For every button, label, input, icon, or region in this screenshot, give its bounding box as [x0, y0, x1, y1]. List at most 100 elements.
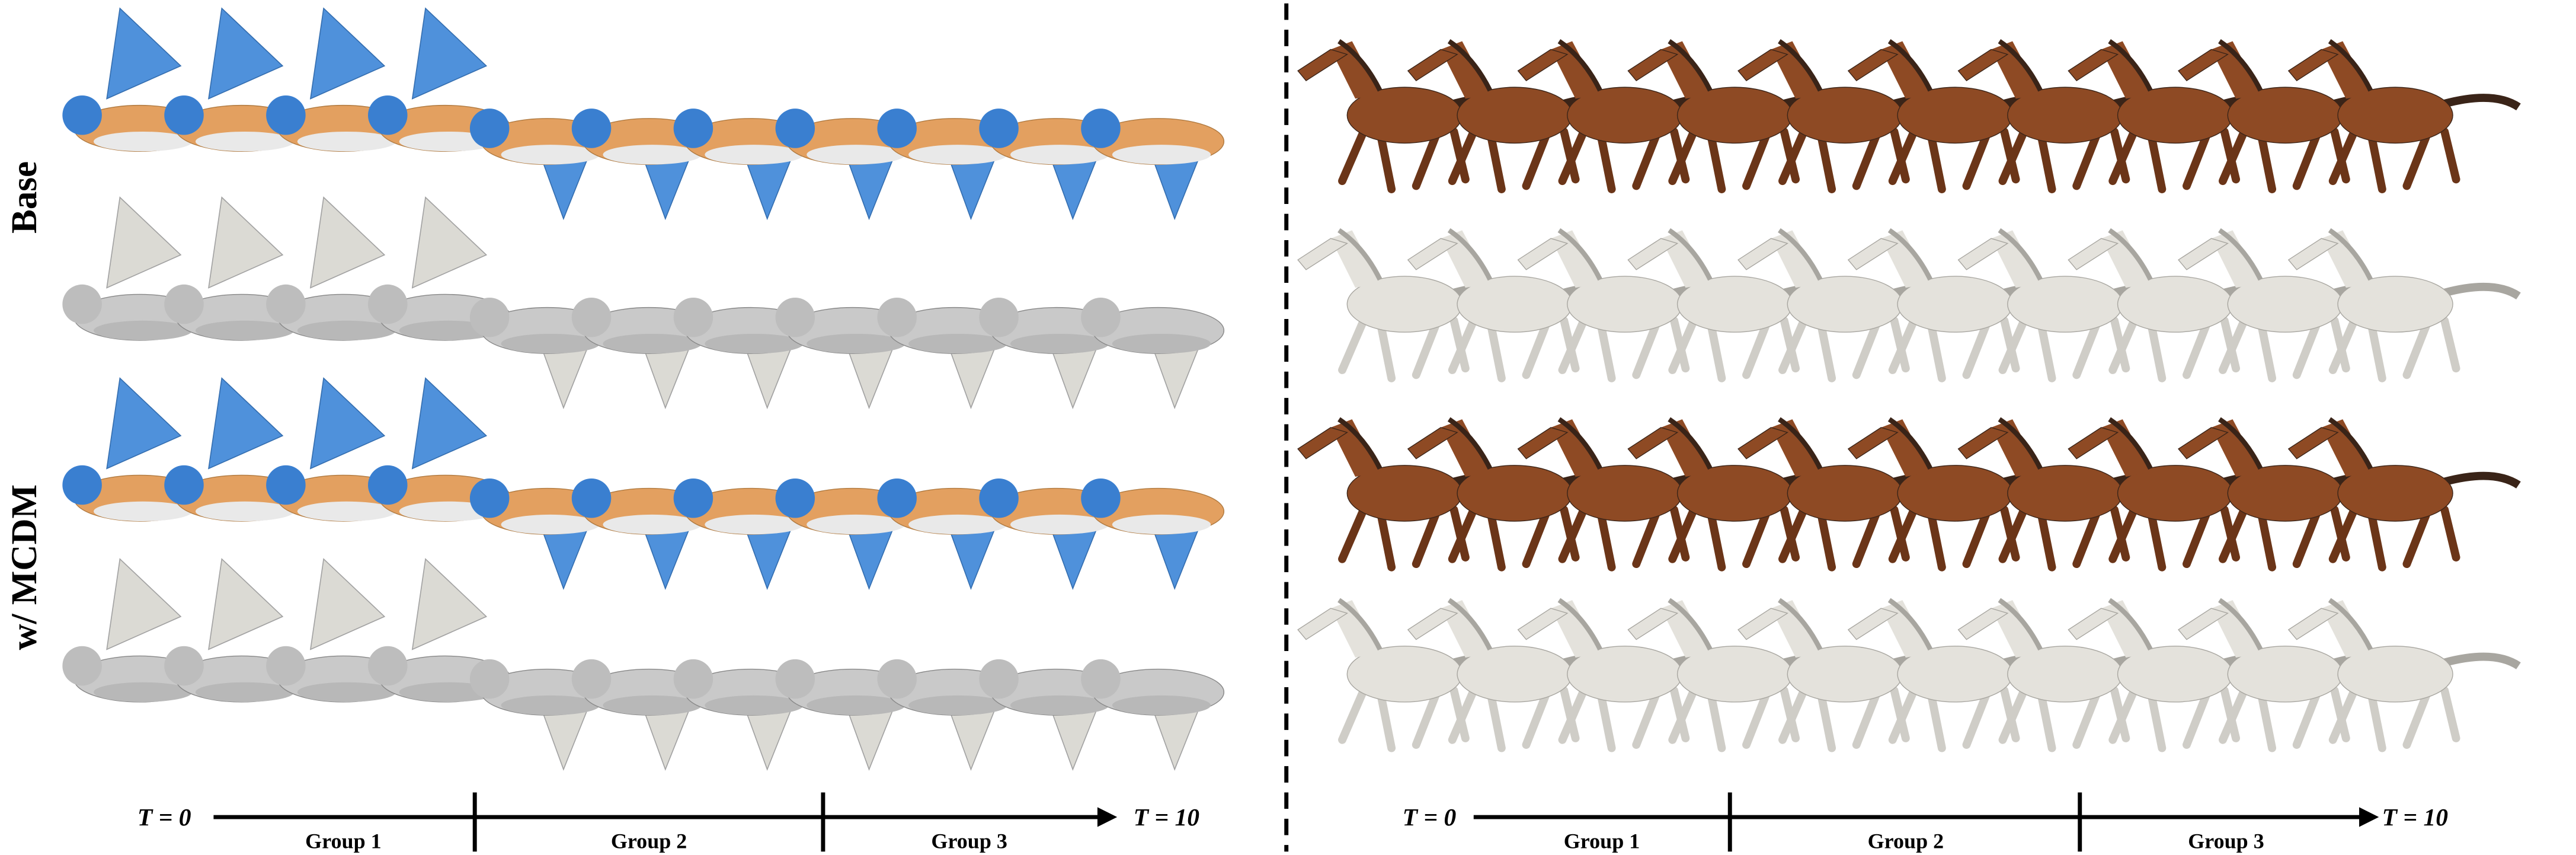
- horse-mane: [2328, 39, 2373, 92]
- horse-neck: [2211, 230, 2261, 288]
- horse-head: [1627, 427, 1679, 460]
- bird-head: [775, 478, 815, 518]
- bird-head: [62, 284, 102, 324]
- horse-head: [1297, 238, 1348, 270]
- horse-head: [1847, 608, 1899, 640]
- horse-leg: [1778, 505, 1808, 563]
- bird: [469, 109, 613, 221]
- horse-neck: [1441, 600, 1490, 658]
- horse-mane: [2108, 39, 2153, 92]
- bird-belly: [807, 695, 905, 716]
- bird-head: [1081, 478, 1121, 518]
- horse-leg: [1668, 505, 1698, 563]
- horse-leg: [1632, 505, 1662, 569]
- horse-mane: [1557, 417, 1602, 470]
- arrow-head: [2359, 807, 2379, 827]
- bird: [266, 196, 410, 341]
- horse-mane: [2218, 228, 2263, 281]
- bird-head: [571, 659, 612, 699]
- bird-head: [673, 659, 713, 699]
- horse-leg: [1888, 127, 1918, 186]
- horse-mane: [2218, 417, 2263, 470]
- horse-leg: [1962, 127, 1992, 190]
- horse-mane: [1778, 228, 1823, 281]
- horse-neck: [2101, 419, 2151, 477]
- bird-belly: [94, 131, 193, 152]
- horse-leg: [1888, 316, 1918, 374]
- horse-head: [2287, 608, 2339, 640]
- horse-leg: [1338, 505, 1368, 563]
- bird-head: [1081, 297, 1121, 337]
- horse-leg: [2440, 316, 2460, 373]
- bird: [62, 196, 206, 341]
- horse-mane: [1887, 39, 1933, 92]
- horse-head: [1517, 49, 1569, 81]
- bird-head: [62, 465, 102, 505]
- horse-leg: [1742, 505, 1772, 569]
- bird-head: [877, 659, 917, 699]
- horse-mane: [2328, 598, 2373, 651]
- bird-belly: [705, 514, 804, 535]
- horse-leg: [1852, 686, 1882, 749]
- horse-neck: [1660, 419, 1710, 477]
- horse-leg: [1412, 127, 1442, 190]
- horse: [1517, 228, 1751, 382]
- horse-leg: [1632, 686, 1662, 749]
- horse-neck: [1551, 41, 1601, 99]
- horse-leg: [2219, 316, 2248, 374]
- horse-body: [2337, 646, 2453, 703]
- bird-head: [1081, 659, 1121, 699]
- horse-leg: [2183, 127, 2212, 190]
- horse-head: [2178, 238, 2229, 270]
- horse-neck: [1771, 600, 1820, 658]
- horse-head: [1407, 238, 1458, 270]
- horse-leg: [1522, 127, 1552, 190]
- horse-leg: [2402, 686, 2433, 749]
- horse-leg: [2072, 686, 2103, 749]
- bird-head: [469, 659, 510, 699]
- bird: [1081, 478, 1225, 591]
- bird-belly: [94, 320, 193, 341]
- horse-leg: [2292, 127, 2322, 190]
- bird-belly: [195, 682, 295, 702]
- horse: [1957, 39, 2191, 193]
- horse-leg: [1558, 127, 1588, 186]
- horse-head: [1627, 608, 1679, 640]
- horse-leg: [2108, 505, 2139, 563]
- bird-head: [571, 478, 612, 518]
- bird: [1081, 109, 1225, 221]
- horse-mane: [1557, 228, 1602, 281]
- horse-head: [1297, 427, 1348, 460]
- horse-neck: [1881, 419, 1931, 477]
- horse-neck: [1551, 419, 1601, 477]
- horse-head: [2287, 427, 2339, 460]
- horse-leg: [2183, 686, 2212, 749]
- horse-body: [2337, 87, 2453, 144]
- bird-belly: [501, 333, 600, 354]
- horse-leg: [1778, 316, 1808, 374]
- bird-wing: [208, 196, 284, 289]
- bird: [62, 558, 206, 703]
- horse-neck: [1881, 230, 1931, 288]
- horse-head: [1737, 427, 1788, 460]
- bird-head: [979, 659, 1019, 699]
- horse: [1297, 598, 1531, 752]
- horse: [2068, 417, 2301, 572]
- horse-neck: [1551, 600, 1601, 658]
- bird-belly: [908, 145, 1007, 165]
- horse: [1737, 598, 1971, 752]
- bird-head: [62, 95, 102, 135]
- horse-leg: [1558, 316, 1588, 374]
- bird-head: [164, 95, 204, 135]
- timeline-end: T = 10: [2382, 803, 2449, 831]
- horse-leg: [1998, 316, 2028, 374]
- row-label: Base: [5, 161, 44, 234]
- group-label: Group 1: [305, 830, 381, 853]
- horse-mane: [1337, 598, 1383, 651]
- bird-belly: [705, 145, 804, 165]
- horse: [2178, 39, 2411, 193]
- bird-head: [368, 284, 408, 324]
- horse-leg: [1852, 127, 1882, 190]
- bird-belly: [195, 320, 295, 341]
